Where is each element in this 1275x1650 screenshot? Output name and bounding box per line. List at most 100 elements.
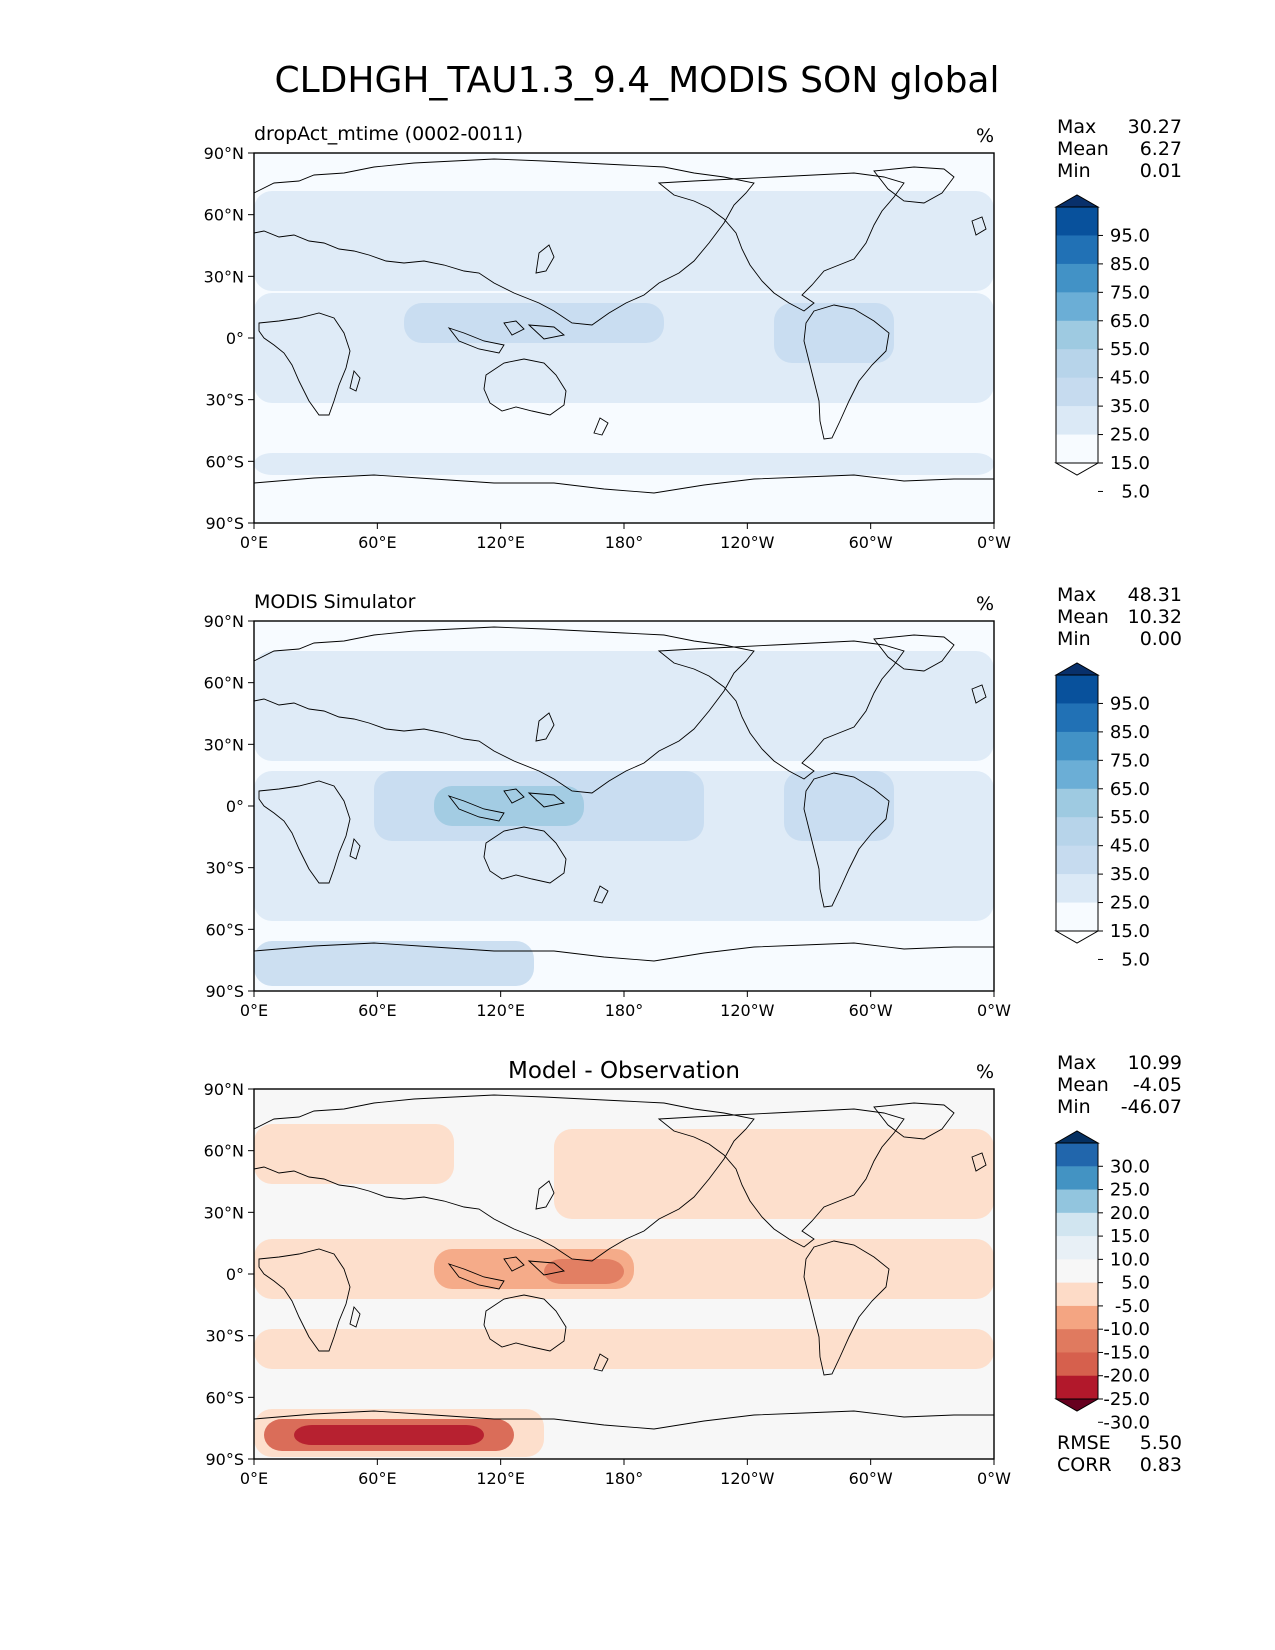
contour-region xyxy=(554,1129,994,1219)
colorbar-segment xyxy=(1056,1305,1098,1330)
colorbar-segment xyxy=(1056,406,1098,436)
colorbar-label: -5.0 xyxy=(1115,1296,1150,1317)
colorbar-label: 55.0 xyxy=(1110,339,1150,360)
colorbar-segment xyxy=(1056,207,1098,236)
x-tick-label: 0°E xyxy=(240,533,268,552)
y-tick-label: 30°S xyxy=(205,391,244,410)
stat-label: Mean xyxy=(1057,138,1109,160)
colorbar-segment xyxy=(1056,1259,1098,1284)
colorbar: 95.0 85.0 75.0 65.0 55.0 45.0 35.0 25.0 15.0 5.0 xyxy=(1054,194,1150,502)
x-tick-label: 0°E xyxy=(240,1469,268,1488)
stat-label: Max xyxy=(1057,1052,1096,1074)
colorbar-label: 30.0 xyxy=(1110,1156,1150,1177)
field-contours xyxy=(254,1124,994,1457)
colorbar-segment xyxy=(1056,760,1098,790)
stat-label: Mean xyxy=(1057,1074,1109,1096)
contour-region xyxy=(254,191,994,291)
colorbar-label: 85.0 xyxy=(1110,722,1150,743)
colorbar-segment xyxy=(1056,675,1098,704)
y-tick-label: 90°S xyxy=(205,1450,244,1469)
contour-region xyxy=(404,303,664,343)
extra-stat-label: CORR xyxy=(1057,1454,1112,1476)
y-tick-label: 60°S xyxy=(205,452,244,471)
stat-value: 10.99 xyxy=(1128,1052,1182,1074)
colorbar-label: 55.0 xyxy=(1110,807,1150,828)
stat-value: 6.27 xyxy=(1140,138,1182,160)
contour-region xyxy=(254,1329,994,1369)
colorbar-label: 25.0 xyxy=(1110,893,1150,914)
x-tick-label: 120°E xyxy=(476,1001,525,1020)
x-tick-label: 0°W xyxy=(977,533,1011,552)
colorbar-segment xyxy=(1056,845,1098,875)
figure-title: CLDHGH_TAU1.3_9.4_MODIS SON global xyxy=(274,60,999,101)
colorbar-extend-max xyxy=(1054,1130,1100,1144)
colorbar-segment xyxy=(1056,349,1098,379)
colorbar-segment xyxy=(1056,1352,1098,1377)
colorbar-label: 25.0 xyxy=(1110,1180,1150,1201)
colorbar-segment xyxy=(1056,1212,1098,1237)
colorbar-segment xyxy=(1056,902,1098,932)
y-tick-label: 90°N xyxy=(204,612,244,631)
panel-left-title: MODIS Simulator xyxy=(254,591,416,613)
colorbar-segment xyxy=(1056,235,1098,265)
colorbar-segment xyxy=(1056,731,1098,761)
panel-3: Model - Observation % 0°E 60°E 120°E 180° 120°… xyxy=(204,1052,1182,1488)
colorbar-label: 15.0 xyxy=(1110,453,1150,474)
colorbar-segment xyxy=(1056,1143,1098,1167)
colorbar: 30.0 25.020.015.010.0 5.0-5.0-10.0-15.0 -20… xyxy=(1054,1130,1150,1433)
colorbar-label: 85.0 xyxy=(1110,254,1150,275)
stat-value: 0.01 xyxy=(1140,160,1182,182)
colorbar-label: -30.0 xyxy=(1103,1412,1150,1433)
stat-value: 48.31 xyxy=(1128,584,1182,606)
colorbar-label: 25.0 xyxy=(1110,425,1150,446)
contour-region xyxy=(294,1425,484,1445)
y-tick-label: 30°N xyxy=(204,1203,244,1222)
panel-1: dropAct_mtime (0002-0011) % 0°E 60°E 120°E 18… xyxy=(204,116,1182,552)
y-tick-label: 60°S xyxy=(205,920,244,939)
colorbar-label: 45.0 xyxy=(1110,368,1150,389)
y-tick-label: 60°N xyxy=(204,674,244,693)
y-tick-label: 60°N xyxy=(204,206,244,225)
colorbar-label: -10.0 xyxy=(1103,1319,1150,1340)
colorbar-extend-min xyxy=(1054,930,1100,944)
contour-region xyxy=(254,651,994,761)
extra-stat-value: 5.50 xyxy=(1140,1432,1182,1454)
x-tick-label: 120°E xyxy=(476,1469,525,1488)
colorbar-segment xyxy=(1056,320,1098,350)
colorbar-segment xyxy=(1056,817,1098,847)
y-tick-label: 90°S xyxy=(205,514,244,533)
x-tick-label: 60°W xyxy=(849,533,893,552)
stat-label: Min xyxy=(1057,628,1091,650)
x-tick-label: 120°E xyxy=(476,533,525,552)
x-tick-label: 60°E xyxy=(358,533,396,552)
stat-value: 30.27 xyxy=(1128,116,1182,138)
colorbar-extend-max xyxy=(1054,662,1100,676)
x-tick-label: 180° xyxy=(605,533,644,552)
colorbar: 95.0 85.0 75.0 65.0 55.0 45.0 35.0 25.0 15.0 5.0 xyxy=(1054,662,1150,970)
colorbar-segment xyxy=(1056,788,1098,818)
colorbar-frame xyxy=(1055,206,1099,464)
colorbar-label: 95.0 xyxy=(1110,693,1150,714)
colorbar-label: 75.0 xyxy=(1110,282,1150,303)
colorbar-label: -25.0 xyxy=(1103,1389,1150,1410)
stat-label: Min xyxy=(1057,1096,1091,1118)
x-tick-label: 180° xyxy=(605,1469,644,1488)
stat-label: Max xyxy=(1057,116,1096,138)
contour-region xyxy=(254,453,994,475)
colorbar-extend-min xyxy=(1054,462,1100,476)
y-tick-label: 30°S xyxy=(205,859,244,878)
colorbar-label: 65.0 xyxy=(1110,779,1150,800)
colorbar-label: 20.0 xyxy=(1110,1203,1150,1224)
colorbar-segment xyxy=(1056,434,1098,464)
y-tick-label: 60°S xyxy=(205,1388,244,1407)
x-tick-label: 60°W xyxy=(849,1469,893,1488)
y-tick-label: 30°S xyxy=(205,1327,244,1346)
stat-value: 10.32 xyxy=(1128,606,1182,628)
stat-label: Min xyxy=(1057,160,1091,182)
x-tick-label: 120°W xyxy=(720,533,775,552)
stat-value: 0.00 xyxy=(1140,628,1182,650)
x-tick-label: 60°W xyxy=(849,1001,893,1020)
colorbar-label: 15.0 xyxy=(1110,921,1150,942)
y-tick-label: 0° xyxy=(226,797,244,816)
